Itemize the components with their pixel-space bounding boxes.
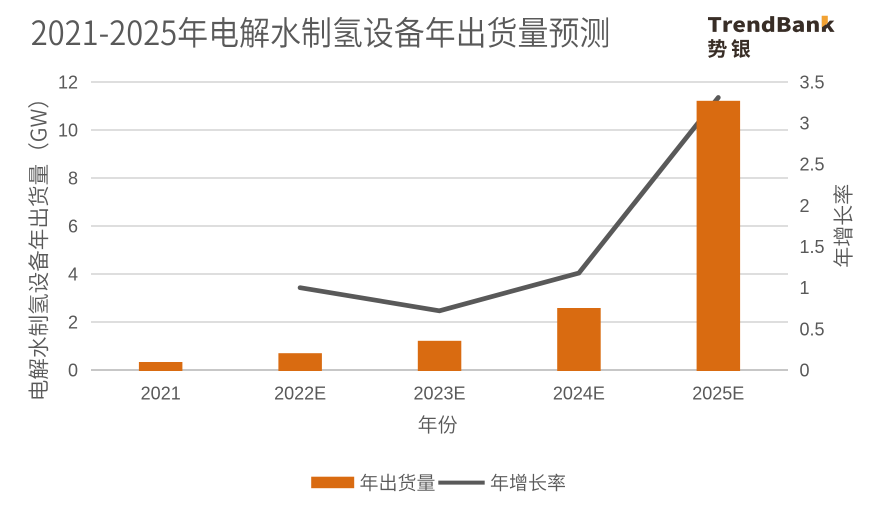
- svg-text:6: 6: [68, 216, 78, 236]
- svg-text:3.5: 3.5: [800, 72, 825, 92]
- svg-text:2: 2: [68, 312, 78, 332]
- svg-text:2: 2: [800, 196, 810, 216]
- svg-text:2021: 2021: [141, 384, 181, 404]
- svg-text:8: 8: [68, 168, 78, 188]
- svg-text:0.5: 0.5: [800, 319, 825, 339]
- svg-text:3: 3: [800, 114, 810, 134]
- svg-text:2.5: 2.5: [800, 155, 825, 175]
- svg-text:1.5: 1.5: [800, 237, 825, 257]
- svg-text:10: 10: [58, 120, 78, 140]
- svg-text:2024E: 2024E: [553, 384, 605, 404]
- svg-text:2022E: 2022E: [274, 384, 326, 404]
- svg-text:2023E: 2023E: [413, 384, 465, 404]
- svg-text:4: 4: [68, 264, 78, 284]
- svg-text:0: 0: [800, 360, 810, 380]
- svg-text:12: 12: [58, 72, 78, 92]
- svg-text:2025E: 2025E: [692, 384, 744, 404]
- svg-text:0: 0: [68, 360, 78, 380]
- svg-text:1: 1: [800, 278, 810, 298]
